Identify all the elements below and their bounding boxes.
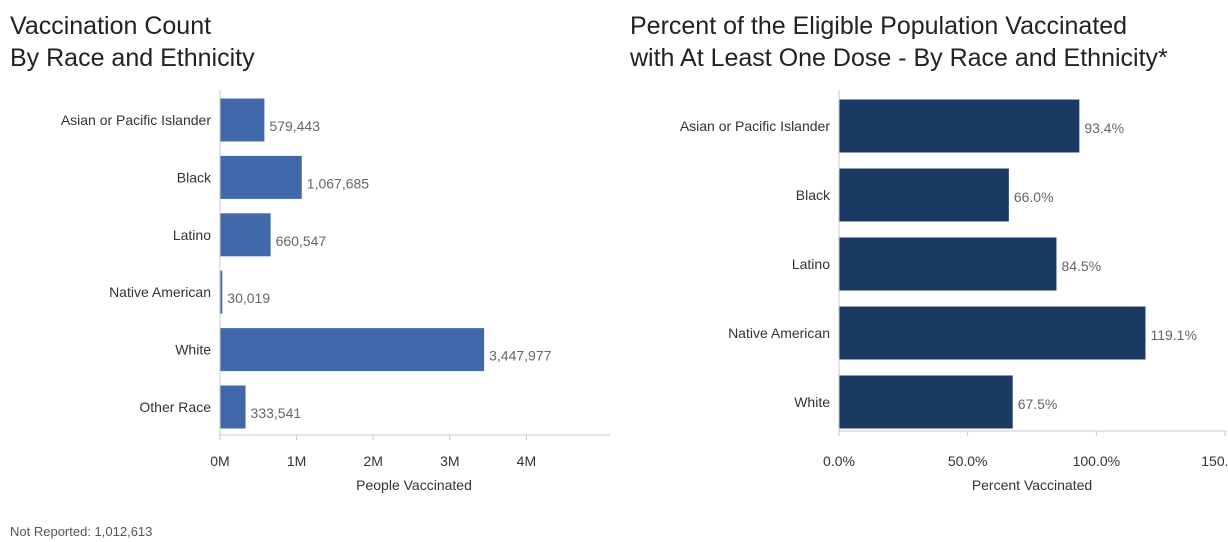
chart-title-line-2: with At Least One Dose - By Race and Eth… [630, 44, 1168, 72]
category-label-latino: Latino [792, 256, 830, 272]
value-label-native-american: 119.1% [1150, 327, 1196, 343]
category-label-native-american: Native American [728, 325, 830, 341]
chart-group: Asian or Pacific Islander 579,443 Black 1,0… [61, 90, 610, 493]
chart-group: Asian or Pacific Islander 93.4% Black 66.0%… [680, 90, 1228, 493]
value-label-white: 67.5% [1018, 396, 1058, 412]
bar-black [839, 168, 1009, 222]
category-label-native-american: Native American [109, 284, 211, 300]
category-label-latino: Latino [173, 227, 211, 243]
category-label-asian-or-pacific-islander: Asian or Pacific Islander [680, 118, 831, 134]
bar-other-race [220, 385, 246, 429]
category-label-other-race: Other Race [139, 399, 211, 415]
vaccination-count-bar-chart: Asian or Pacific Islander 579,443 Black 1,0… [61, 90, 610, 493]
value-label-asian-or-pacific-islander: 579,443 [269, 118, 320, 134]
x-tick-label: 4M [517, 453, 536, 469]
x-tick-label: 3M [440, 453, 459, 469]
x-tick-label: 150.0% [1201, 453, 1228, 469]
chart-title-vaccination-count: Vaccination Count By Race and Ethnicity [10, 10, 255, 74]
category-label-white: White [794, 394, 830, 410]
bar-native-american [839, 306, 1146, 360]
category-label-white: White [175, 342, 211, 358]
bar-native-american [220, 270, 223, 314]
value-label-latino: 660,547 [276, 233, 327, 249]
chart-title-percent-vaccinated: Percent of the Eligible Population Vacci… [630, 10, 1168, 74]
x-tick-label: 1M [287, 453, 306, 469]
bar-asian-or-pacific-islander [839, 99, 1080, 153]
chart-title-line-1: Percent of the Eligible Population Vacci… [630, 12, 1128, 40]
value-label-black: 1,067,685 [307, 175, 369, 191]
chart-title-line-1: Vaccination Count [10, 12, 212, 40]
bar-white [839, 375, 1013, 429]
category-label-black: Black [796, 187, 831, 203]
category-label-black: Black [177, 169, 212, 185]
bar-white [220, 328, 485, 372]
x-tick-label: 2M [363, 453, 382, 469]
x-tick-label: 0.0% [823, 453, 855, 469]
category-label-asian-or-pacific-islander: Asian or Pacific Islander [61, 112, 212, 128]
chart-title-line-2: By Race and Ethnicity [10, 44, 255, 72]
value-label-black: 66.0% [1014, 189, 1054, 205]
percent-vaccinated-bar-chart: Asian or Pacific Islander 93.4% Black 66.0%… [680, 90, 1228, 493]
x-axis-title: Percent Vaccinated [972, 477, 1092, 493]
bar-asian-or-pacific-islander [220, 98, 265, 142]
value-label-other-race: 333,541 [251, 405, 302, 421]
value-label-white: 3,447,977 [489, 348, 551, 364]
x-axis-title: People Vaccinated [356, 477, 472, 493]
bar-latino [839, 237, 1057, 291]
x-tick-label: 0M [210, 453, 229, 469]
value-label-native-american: 30,019 [227, 290, 270, 306]
bar-black [220, 155, 302, 199]
x-tick-label: 50.0% [948, 453, 988, 469]
value-label-asian-or-pacific-islander: 93.4% [1084, 120, 1124, 136]
x-tick-label: 100.0% [1073, 453, 1120, 469]
value-label-latino: 84.5% [1061, 258, 1101, 274]
bar-latino [220, 213, 271, 257]
footnote-not-reported: Not Reported: 1,012,613 [10, 524, 153, 539]
